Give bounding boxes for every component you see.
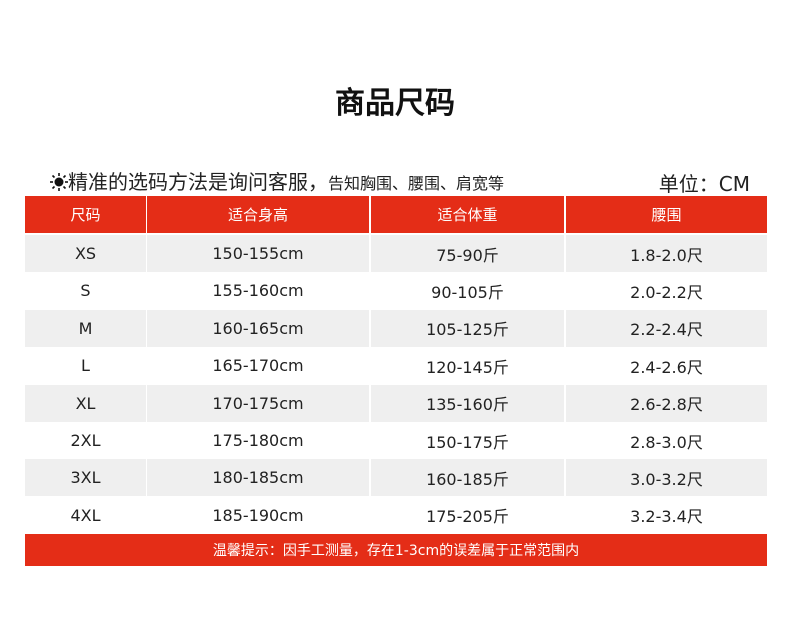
table-cell: 150-175斤 (426, 432, 509, 452)
title: 商品尺码 (335, 86, 455, 121)
table-cell: 165-170cm (212, 356, 304, 376)
table-cell: 135-160斤 (371, 384, 564, 422)
table-cell: L (81, 356, 90, 376)
table-cell: 3.0-3.2尺 (566, 459, 767, 497)
table-cell: 170-175cm (147, 384, 369, 422)
header-cell: 腰围 (566, 196, 767, 233)
table-cell: 3.2-3.4尺 (630, 507, 703, 527)
table-cell: 75-90斤 (371, 235, 564, 272)
header-cell: 尺码 (25, 196, 146, 233)
table-cell: 2.8-3.0尺 (630, 432, 703, 452)
header-cell: 适合身高 (147, 196, 369, 233)
table-cell: 2.2-2.4尺 (566, 309, 767, 347)
table-cell: S (80, 281, 91, 301)
table-cell: 2XL (70, 431, 101, 450)
note-main: 精准的选码方法是询问客服， (68, 170, 328, 194)
table-cell: 105-125斤 (371, 309, 564, 347)
table-cell: 175-180cm (212, 431, 304, 450)
table-cell: XS (25, 235, 146, 272)
table-cell: 150-155cm (147, 235, 369, 272)
table-cell: 1.8-2.0尺 (566, 235, 767, 272)
table-cell: M (25, 309, 146, 347)
table-cell: 180-185cm (147, 459, 369, 497)
table-cell: 175-205斤 (426, 507, 509, 527)
table-cell: XL (25, 384, 146, 422)
table-cell: 185-190cm (212, 505, 304, 525)
note: 精准的选码方法是询问客服，告知胸围、腰围、肩宽等 (50, 166, 504, 195)
footer: 温馨提示：因手工测量，存在1-3cm的误差属于正常范围内 (25, 534, 767, 566)
table-cell: 120-145斤 (426, 357, 509, 377)
table-cell: 3XL (25, 459, 146, 497)
table-cell: 2.4-2.6尺 (630, 357, 703, 377)
table-cell: 160-185斤 (371, 459, 564, 497)
header-cell: 适合体重 (371, 196, 564, 233)
table-cell: 90-105斤 (431, 282, 504, 302)
table-cell: 2.0-2.2尺 (630, 282, 703, 302)
table-cell: 155-160cm (212, 281, 304, 301)
unit: 单位：CM (658, 172, 750, 196)
note-detail: 告知胸围、腰围、肩宽等 (328, 174, 505, 193)
table-cell: 2.6-2.8尺 (566, 384, 767, 422)
table-cell: 4XL (70, 505, 101, 525)
table-cell: 160-165cm (147, 309, 369, 347)
sun-icon (50, 173, 68, 191)
